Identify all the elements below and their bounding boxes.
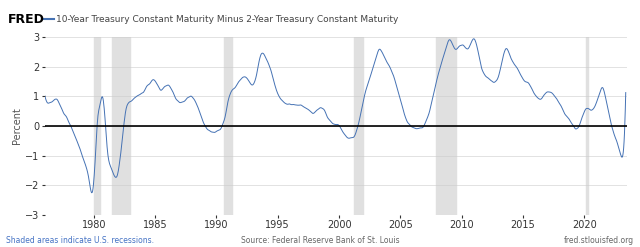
Text: fred.stlouisfed.org: fred.stlouisfed.org	[563, 236, 634, 245]
Text: 10-Year Treasury Constant Maturity Minus 2-Year Treasury Constant Maturity: 10-Year Treasury Constant Maturity Minus…	[56, 15, 398, 23]
Bar	[94, 37, 100, 215]
Y-axis label: Percent: Percent	[12, 107, 22, 144]
Bar	[355, 37, 363, 215]
Bar	[223, 37, 232, 215]
Text: Shaded areas indicate U.S. recessions.: Shaded areas indicate U.S. recessions.	[6, 236, 154, 245]
Bar	[436, 37, 456, 215]
Text: FRED: FRED	[8, 13, 45, 25]
Bar	[586, 37, 588, 215]
Bar	[112, 37, 130, 215]
Bar	[19, 37, 36, 215]
Text: Source: Federal Reserve Bank of St. Louis: Source: Federal Reserve Bank of St. Loui…	[241, 236, 399, 245]
